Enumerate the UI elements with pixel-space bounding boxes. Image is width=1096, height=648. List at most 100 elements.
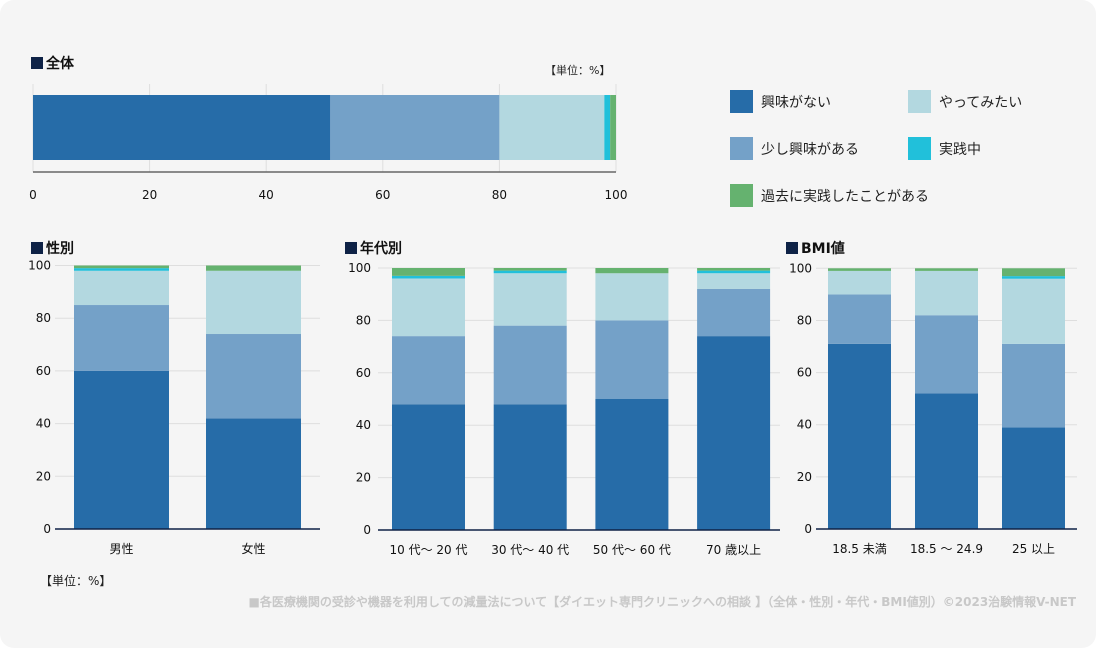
bar-segment bbox=[595, 320, 669, 399]
age-title-text: 年代別 bbox=[360, 241, 402, 257]
bar-segment bbox=[392, 275, 465, 279]
bar-segment bbox=[74, 265, 169, 269]
bar-segment bbox=[206, 418, 301, 529]
overall-title: 全体 bbox=[31, 53, 74, 73]
y-tick-label: 40 bbox=[797, 418, 812, 432]
title-square-icon bbox=[345, 242, 357, 254]
bar-segment bbox=[915, 270, 978, 316]
bar-segment bbox=[1002, 278, 1065, 344]
bar-segment bbox=[1002, 276, 1065, 279]
bar-segment bbox=[604, 95, 611, 160]
bar-segment bbox=[595, 268, 669, 274]
gender-title: 性別 bbox=[31, 238, 74, 258]
x-tick-label: 0 bbox=[29, 188, 37, 202]
x-category-label: 18.5 未満 bbox=[832, 542, 887, 556]
y-tick-label: 100 bbox=[28, 259, 51, 273]
age-title: 年代別 bbox=[345, 238, 402, 258]
bar-segment bbox=[74, 370, 169, 529]
x-category-label: 女性 bbox=[241, 541, 265, 556]
bar-segment bbox=[1002, 343, 1065, 428]
y-tick-label: 0 bbox=[43, 522, 51, 536]
legend-swatch bbox=[908, 90, 931, 113]
y-tick-label: 80 bbox=[36, 311, 51, 325]
title-square-icon bbox=[31, 242, 43, 254]
x-tick-label: 80 bbox=[492, 188, 507, 202]
y-tick-label: 60 bbox=[356, 366, 371, 380]
bar-segment bbox=[206, 334, 301, 419]
legend-item-want-to-try: やってみたい bbox=[908, 90, 1022, 113]
legend-label: 過去に実践したことがある bbox=[761, 188, 929, 205]
y-tick-label: 0 bbox=[804, 522, 812, 536]
x-category-label: 25 以上 bbox=[1012, 542, 1055, 556]
y-tick-label: 20 bbox=[797, 470, 812, 484]
bar-segment bbox=[493, 270, 567, 274]
legend-swatch bbox=[730, 137, 753, 160]
bar-segment bbox=[499, 95, 605, 160]
bar-segment bbox=[392, 278, 465, 337]
bar-segment bbox=[330, 95, 500, 160]
bar-segment bbox=[828, 268, 891, 271]
bar-segment bbox=[1002, 268, 1065, 277]
title-square-icon bbox=[31, 57, 43, 69]
y-tick-label: 80 bbox=[797, 313, 812, 327]
legend-item-practiced-before: 過去に実践したことがある bbox=[730, 184, 929, 207]
x-tick-label: 20 bbox=[142, 188, 157, 202]
bar-segment bbox=[493, 325, 567, 405]
bar-segment bbox=[392, 336, 465, 405]
bar-segment bbox=[206, 265, 301, 271]
legend-swatch bbox=[730, 184, 753, 207]
x-category-label: 50 代～ 60 代 bbox=[593, 543, 671, 557]
bar-segment bbox=[915, 393, 978, 529]
bar-segment bbox=[1002, 427, 1065, 529]
bar-segment bbox=[697, 268, 771, 271]
y-tick-label: 0 bbox=[363, 523, 371, 537]
footer-source-note: ■各医療機関の受診や機器を利用しての減量法について【ダイエット専門クリニックへの… bbox=[248, 595, 1076, 609]
legend-item-no-interest: 興味がない bbox=[730, 90, 831, 113]
x-category-label: 30 代～ 40 代 bbox=[491, 543, 569, 557]
bar-segment bbox=[697, 288, 771, 337]
bar-segment bbox=[74, 268, 169, 271]
legend-item-practicing: 実践中 bbox=[908, 137, 981, 160]
bar-segment bbox=[697, 336, 771, 530]
bar-segment bbox=[697, 273, 771, 289]
bar-segment bbox=[74, 305, 169, 371]
x-tick-label: 100 bbox=[605, 188, 628, 202]
y-tick-label: 40 bbox=[36, 417, 51, 431]
bar-segment bbox=[697, 270, 771, 274]
x-category-label: 10 代～ 20 代 bbox=[390, 543, 468, 557]
x-category-label: 70 歳以上 bbox=[706, 543, 761, 557]
legend-swatch bbox=[730, 90, 753, 113]
y-tick-label: 20 bbox=[36, 469, 51, 483]
bar-segment bbox=[392, 268, 465, 276]
y-tick-label: 60 bbox=[797, 366, 812, 380]
bar-segment bbox=[915, 315, 978, 394]
y-tick-label: 60 bbox=[36, 364, 51, 378]
y-tick-label: 80 bbox=[356, 313, 371, 327]
y-tick-label: 100 bbox=[348, 261, 371, 275]
x-tick-label: 60 bbox=[375, 188, 390, 202]
bar-segment bbox=[828, 294, 891, 344]
legend-label: 実践中 bbox=[939, 141, 981, 158]
legend-label: 少し興味がある bbox=[761, 141, 859, 158]
bmi-title: BMI値 bbox=[786, 238, 845, 258]
bar-segment bbox=[828, 343, 891, 529]
bar-segment bbox=[493, 273, 567, 326]
bar-segment bbox=[828, 270, 891, 295]
y-tick-label: 100 bbox=[789, 261, 812, 275]
x-category-label: 18.5 ～ 24.9 bbox=[910, 542, 983, 556]
bar-segment bbox=[595, 273, 669, 321]
bmi-title-text: BMI値 bbox=[801, 241, 845, 257]
bar-segment bbox=[493, 268, 567, 271]
overall-unit-label: 【単位：%】 bbox=[545, 64, 611, 77]
bar-segment bbox=[206, 270, 301, 335]
bar-segment bbox=[915, 268, 978, 271]
title-square-icon bbox=[786, 242, 798, 254]
legend-label: やってみたい bbox=[939, 94, 1023, 111]
y-tick-label: 40 bbox=[356, 418, 371, 432]
bar-segment bbox=[493, 404, 567, 530]
bar-segment bbox=[610, 95, 616, 160]
bar-segment bbox=[595, 399, 669, 530]
x-category-label: 男性 bbox=[109, 542, 133, 556]
